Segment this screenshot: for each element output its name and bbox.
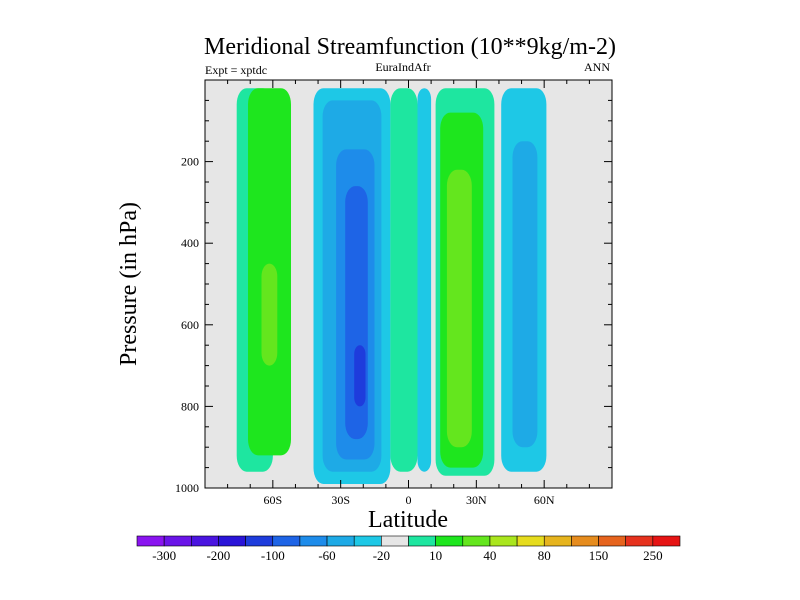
- colorbar-swatch-0: [136, 535, 165, 547]
- colorbar-swatch-10: [408, 535, 436, 547]
- colorbar-label: -200: [206, 548, 230, 563]
- contour-fill-layer: [205, 88, 547, 488]
- colorbar-swatch-6: [299, 535, 328, 547]
- colorbar-swatch-16: [571, 535, 599, 547]
- contour-band-3: [261, 263, 278, 366]
- colorbar-swatch-2: [191, 535, 219, 547]
- x-tick-label: 0: [406, 493, 412, 507]
- contour-band-9: [390, 88, 418, 472]
- subtitle-center: EuraIndAfr: [375, 60, 430, 74]
- colorbar-swatch-19: [652, 535, 681, 547]
- colorbar-label: 150: [589, 548, 609, 563]
- colorbar-swatch-7: [326, 535, 355, 547]
- contour-band-0: [205, 88, 239, 488]
- colorbar-swatch-9: [381, 535, 409, 547]
- colorbar-swatch-14: [516, 535, 545, 547]
- colorbar-swatch-5: [272, 535, 301, 547]
- colorbar-label: 10: [429, 548, 442, 563]
- y-axis-label: Pressure (in hPa): [116, 202, 142, 366]
- x-axis-label: Latitude: [368, 507, 448, 533]
- axis-ticks: 60S 30S 0 30N 60N 200 400 600 800 1000: [175, 79, 613, 507]
- contour-band-10: [417, 88, 432, 472]
- subtitle-right: ANN: [584, 60, 610, 74]
- chart-title: Meridional Streamfunction (10**9kg/m-2): [204, 34, 616, 60]
- contour-band-15: [512, 141, 538, 448]
- x-tick-label: 30S: [331, 493, 350, 507]
- colorbar-label: 250: [643, 548, 663, 563]
- contour-band-13: [446, 169, 472, 448]
- x-tick-label: 60S: [263, 493, 282, 507]
- colorbar-swatch-11: [435, 535, 464, 547]
- colorbar-swatch-8: [353, 535, 382, 547]
- y-tick-label: 200: [181, 155, 199, 169]
- y-tick-label: 400: [181, 236, 199, 250]
- colorbar-label: -300: [152, 548, 176, 563]
- y-tick-label: 800: [181, 399, 199, 413]
- x-tick-label: 30N: [466, 493, 487, 507]
- colorbar-swatch-1: [163, 535, 192, 547]
- subtitle-left: Expt = xptdc: [205, 63, 267, 77]
- colorbar-swatch-12: [462, 535, 491, 547]
- y-tick-label: 1000: [175, 481, 199, 495]
- colorbar-label: -100: [261, 548, 285, 563]
- colorbar-label: -20: [373, 548, 390, 563]
- x-tick-label: 60N: [534, 493, 555, 507]
- y-tick-label: 600: [181, 318, 199, 332]
- colorbar-swatch-17: [598, 535, 626, 547]
- colorbar-swatch-18: [625, 535, 654, 547]
- colorbar-label: 80: [538, 548, 551, 563]
- colorbar-swatch-4: [245, 535, 274, 547]
- colorbar-swatch-13: [489, 535, 518, 547]
- colorbar-label: -60: [318, 548, 335, 563]
- colorbar: -300 -200 -100 -60 -20 10 40 80 150 250: [136, 535, 681, 563]
- colorbar-label: 40: [483, 548, 496, 563]
- colorbar-swatch-3: [218, 535, 246, 547]
- colorbar-swatch-15: [543, 535, 572, 547]
- contour-band-8: [354, 345, 366, 407]
